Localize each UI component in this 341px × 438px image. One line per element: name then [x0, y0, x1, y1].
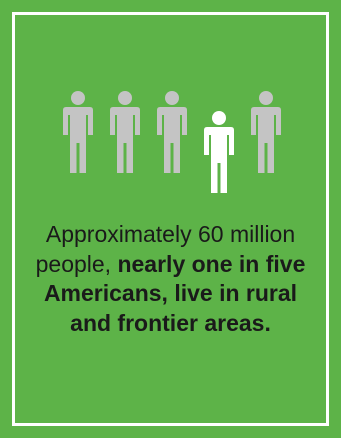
person-icon	[157, 91, 187, 173]
people-icons-row	[0, 77, 341, 197]
person-icon	[63, 91, 93, 173]
person-icon	[251, 91, 281, 173]
caption-bold-text: nearly one in five Americans, live in ru…	[43, 250, 306, 336]
caption-regular-text: Approximately 60 million people,	[35, 221, 296, 277]
white-frame-border	[12, 12, 329, 426]
statistic-caption: Approximately 60 million people, nearly …	[22, 220, 319, 338]
highlighted-person-icon	[204, 111, 234, 193]
person-icon	[110, 91, 140, 173]
